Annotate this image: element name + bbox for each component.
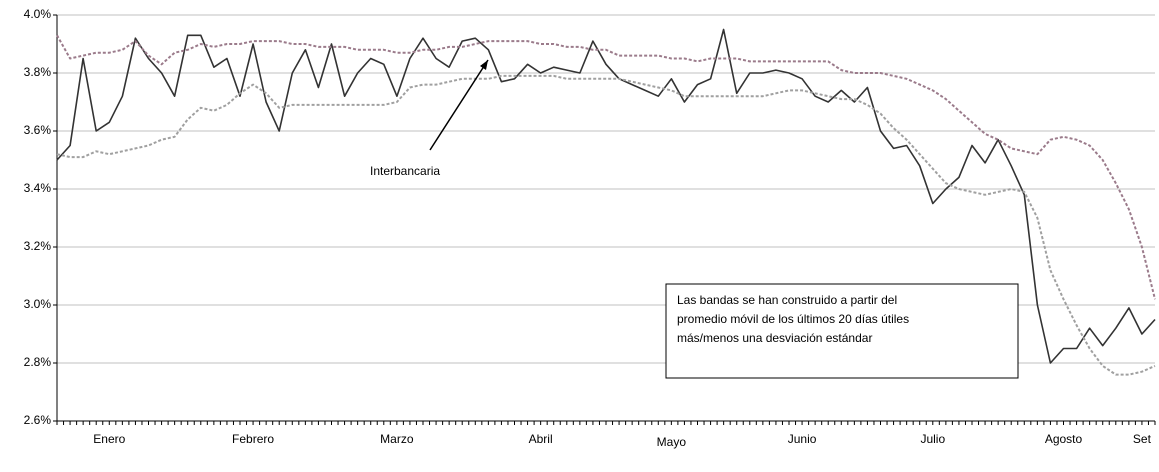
y-tick-label: 3.6% (24, 123, 52, 137)
x-tick-label: Abril (529, 432, 553, 446)
band-line (56, 74, 1156, 376)
y-tick-label: 3.8% (24, 65, 52, 79)
x-tick-label: Enero (93, 432, 125, 446)
annotation-arrow (429, 59, 489, 151)
arrow-head (480, 60, 488, 70)
series-annotation: Interbancaria (370, 164, 440, 178)
x-tick-label: Mayo (657, 435, 687, 449)
rate-line (56, 28, 1156, 364)
note-box (665, 283, 1019, 379)
x-tick-label: Set (1133, 432, 1152, 446)
x-tick-label: Marzo (380, 432, 414, 446)
y-tick-label: 3.2% (24, 239, 52, 253)
y-tick-label: 3.4% (24, 181, 52, 195)
band-line (56, 34, 1156, 300)
x-tick-label: Agosto (1045, 432, 1083, 446)
x-tick-label: Junio (788, 432, 817, 446)
note-line: promedio móvil de los últimos 20 días út… (677, 312, 909, 326)
plot: 2.6% 2.8% 3.0% 3.2% 3.4% 3.6% 3.8% 4.0% Enero Feb… (24, 7, 1156, 449)
note-line: Las bandas se han construido a partir de… (677, 293, 897, 307)
y-tick-label: 3.0% (24, 297, 52, 311)
y-tick-label: 4.0% (24, 7, 52, 21)
y-tick-label: 2.6% (24, 413, 52, 427)
x-tick-label: Febrero (232, 432, 274, 446)
note-line: más/menos una desviación estándar (677, 331, 872, 345)
y-tick-label: 2.8% (24, 355, 52, 369)
x-tick-label: Julio (920, 432, 945, 446)
